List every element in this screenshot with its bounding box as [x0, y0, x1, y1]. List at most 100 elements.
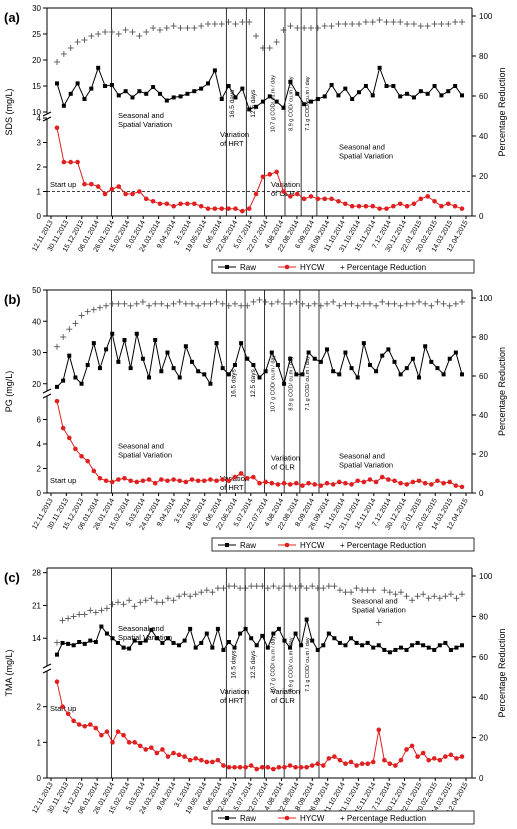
percentage-point	[459, 591, 465, 598]
percentage-point	[203, 587, 210, 594]
raw-point	[382, 647, 387, 652]
percentage-point	[348, 300, 355, 307]
hycw-point	[116, 184, 122, 189]
hycw-point	[79, 453, 84, 459]
legend-percentage-label: + Percentage Reduction	[340, 263, 426, 272]
hycw-point	[415, 754, 420, 759]
hycw-point	[134, 479, 140, 485]
raw-point	[343, 86, 348, 91]
raw-point	[68, 91, 73, 96]
y-tick-label: 1	[37, 738, 42, 747]
y-tick-label: 0	[37, 489, 42, 498]
hycw-point	[60, 425, 66, 431]
annotation-label: Seasonal and	[118, 111, 164, 120]
y-tick-label: 30	[32, 349, 41, 358]
hycw-point	[177, 478, 183, 484]
raw-point	[435, 366, 440, 371]
raw-point	[398, 94, 403, 99]
hycw-point	[329, 196, 334, 202]
panel-label: (a)	[4, 10, 20, 25]
hycw-point	[387, 761, 393, 767]
period-label: 8.9 g COD/ cu.m / day	[289, 637, 295, 692]
hycw-point	[60, 704, 65, 709]
hycw-point	[349, 203, 355, 209]
hycw-point	[411, 201, 417, 207]
percentage-point	[342, 21, 349, 27]
legend-box	[211, 259, 475, 274]
hycw-point	[61, 159, 67, 165]
annotation-label: Variation	[220, 687, 249, 696]
percentage-point	[214, 585, 221, 592]
raw-point	[265, 645, 270, 650]
y-tick-label: 40	[32, 317, 41, 326]
percentage-point	[292, 585, 299, 592]
hycw-point	[361, 479, 367, 485]
hycw-point	[160, 747, 165, 752]
raw-point	[75, 81, 80, 86]
raw-point	[116, 640, 121, 645]
hycw-point	[198, 757, 204, 763]
raw-point	[140, 356, 145, 361]
y-tick-label: 6	[37, 416, 42, 425]
raw-point	[263, 369, 268, 374]
hycw-point	[275, 482, 281, 487]
raw-point	[82, 641, 87, 646]
raw-point	[71, 643, 76, 648]
raw-point	[439, 93, 444, 98]
percentage-point	[294, 25, 301, 31]
raw-point	[165, 636, 170, 641]
hycw-point	[435, 478, 440, 484]
percentage-point	[70, 613, 77, 620]
period-label: 8.9 g COD/ cu.m / day	[289, 76, 295, 131]
raw-point	[171, 95, 176, 100]
percentage-point	[359, 587, 366, 594]
raw-point	[91, 341, 96, 346]
percentage-point	[256, 296, 263, 303]
hycw-point	[82, 181, 87, 187]
raw-point	[423, 344, 428, 349]
hycw-point	[226, 206, 231, 211]
hycw-point	[356, 203, 362, 209]
hycw-point	[348, 759, 354, 765]
period-label: 12.5 days	[250, 650, 257, 679]
hycw-point	[103, 478, 109, 484]
percentage-point	[453, 595, 460, 602]
raw-point	[153, 338, 158, 342]
percentage-point	[370, 587, 377, 594]
raw-point	[371, 645, 376, 650]
raw-point	[376, 643, 381, 648]
raw-point	[79, 381, 84, 386]
raw-point	[254, 643, 259, 648]
raw-point	[386, 347, 391, 352]
percentage-point	[270, 583, 277, 590]
hycw-point	[459, 484, 465, 490]
raw-point	[318, 359, 323, 364]
percentage-point	[324, 300, 330, 307]
percentage-point	[262, 298, 269, 305]
percentage-point	[438, 21, 445, 27]
hycw-point	[367, 477, 373, 482]
percentage-point	[191, 25, 198, 31]
raw-point	[426, 645, 431, 650]
hycw-point	[432, 199, 437, 204]
hycw-point	[354, 763, 359, 768]
period-label: 10.7 g COD/ cu.m / day	[270, 354, 276, 412]
raw-point	[85, 363, 90, 367]
raw-point	[322, 94, 327, 99]
percentage-point	[76, 611, 83, 618]
raw-point	[110, 636, 115, 641]
raw-point	[160, 640, 165, 645]
hycw-point	[215, 757, 221, 763]
percentage-point	[88, 33, 95, 39]
hycw-point	[205, 206, 211, 211]
raw-point	[55, 384, 59, 389]
raw-point	[288, 356, 293, 361]
hycw-point	[393, 763, 398, 768]
raw-point	[164, 98, 169, 103]
raw-point	[188, 626, 193, 631]
hycw-point	[304, 765, 309, 770]
hycw-point	[318, 483, 324, 488]
series-raw-line	[56, 66, 463, 111]
series-hycw-line	[56, 127, 463, 212]
